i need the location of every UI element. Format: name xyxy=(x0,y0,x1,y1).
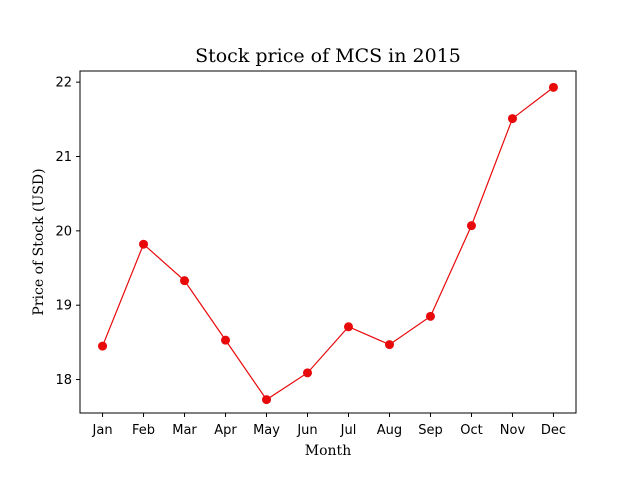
data-point xyxy=(507,114,517,124)
y-tick-label: 18 xyxy=(55,373,72,388)
data-point xyxy=(548,82,558,92)
y-tick-label: 21 xyxy=(55,150,72,165)
x-tick-label: Jan xyxy=(92,423,113,438)
data-point xyxy=(139,239,149,249)
x-tick-label: Jun xyxy=(296,423,317,438)
chart-title: Stock price of MCS in 2015 xyxy=(195,45,461,67)
x-tick-label: Oct xyxy=(460,423,482,438)
y-axis: 18 19 20 21 22 xyxy=(55,76,80,388)
x-tick-label: Apr xyxy=(214,423,237,438)
x-tick-label: Aug xyxy=(377,423,402,438)
series-line xyxy=(101,86,554,401)
series-group xyxy=(98,82,558,405)
y-tick-label: 22 xyxy=(55,76,72,91)
x-tick-label: Feb xyxy=(132,423,155,438)
plot-area xyxy=(79,70,577,414)
x-tick-label: Mar xyxy=(172,423,197,438)
x-tick-label: Sep xyxy=(418,423,443,438)
data-point xyxy=(384,340,394,350)
x-tick-label: Nov xyxy=(500,423,526,438)
data-point xyxy=(221,335,231,345)
data-point xyxy=(425,311,435,321)
data-point xyxy=(262,395,272,405)
x-axis-label: Month xyxy=(305,443,351,459)
data-point xyxy=(343,322,353,332)
data-point xyxy=(98,341,108,351)
y-tick-label: 19 xyxy=(55,299,72,314)
data-point xyxy=(466,221,476,231)
x-tick-label: Dec xyxy=(541,423,566,438)
y-axis-label: Price of Stock (USD) xyxy=(31,168,47,315)
plot-border xyxy=(79,70,577,414)
data-point xyxy=(180,276,190,286)
data-point xyxy=(303,368,313,378)
y-tick-label: 20 xyxy=(55,224,72,239)
x-axis: Jan Feb Mar Apr May Jun Jul Aug Sep Oct Nov Dec xyxy=(92,413,566,438)
x-tick-label: Jul xyxy=(340,423,357,438)
x-tick-label: May xyxy=(253,423,280,438)
